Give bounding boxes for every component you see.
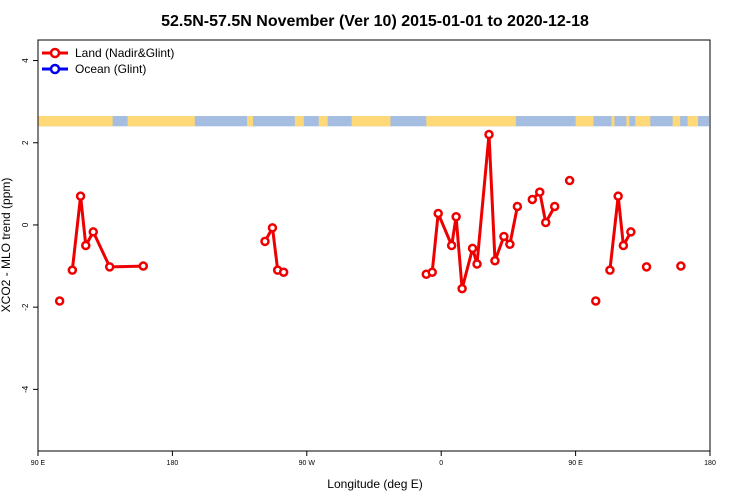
data-point (613, 191, 623, 201)
data-point (591, 296, 601, 306)
data-point (81, 240, 91, 251)
x-tick-label: 90 E (568, 460, 583, 467)
data-point (138, 261, 149, 271)
strip-land-span (127, 116, 146, 127)
series-line-segment (608, 194, 633, 271)
data-point (260, 236, 270, 247)
data-point (512, 201, 523, 212)
data-point (54, 296, 65, 306)
data-point (446, 240, 457, 251)
chart-title: 52.5N-57.5N November (Ver 10) 2015-01-01… (161, 13, 589, 30)
data-point (535, 187, 545, 197)
strip-land-span (611, 116, 615, 127)
data-point (472, 259, 482, 269)
data-point (484, 129, 494, 140)
legend: Land (Nadir&Glint) Ocean (Glint) (42, 46, 174, 76)
data-point (499, 231, 509, 242)
y-tick-label: -4 (21, 385, 30, 393)
x-tick-label: 90 W (299, 460, 316, 467)
strip-land-span (247, 116, 254, 127)
data-point (67, 265, 78, 275)
strip-land-span (626, 116, 630, 127)
y-tick-label: 0 (21, 222, 30, 227)
strip-land-span (672, 116, 681, 127)
strip-land-span (687, 116, 699, 127)
strip-land-span (145, 116, 195, 127)
y-tick-label: -2 (21, 303, 30, 311)
data-point (605, 265, 615, 275)
data-point (88, 227, 99, 237)
strip-land-span (351, 116, 391, 127)
strip-land-span (294, 116, 304, 127)
data-point (527, 194, 538, 205)
data-point (549, 201, 560, 212)
strip-land-span (38, 116, 113, 127)
y-tick-label: 2 (21, 140, 30, 145)
x-tick-label: 180 (704, 460, 716, 467)
land-ocean-strip (38, 116, 709, 127)
data-point (278, 267, 289, 277)
series-layer (54, 129, 686, 306)
data-point (540, 217, 551, 228)
series-line-segment (70, 194, 144, 271)
legend-marker-ocean (49, 63, 61, 75)
x-tick-label: 180 (167, 460, 179, 467)
data-point (490, 255, 500, 266)
legend-marker-land (49, 47, 61, 59)
data-point (104, 262, 115, 272)
strip-land-span (575, 116, 594, 127)
data-point (505, 239, 515, 250)
data-point (564, 175, 575, 186)
data-point (618, 240, 629, 251)
series-line-segment (263, 226, 285, 274)
data-point (676, 261, 686, 271)
data-point (433, 208, 443, 219)
data-point (626, 227, 636, 237)
y-tick-label: 4 (21, 58, 30, 63)
data-point (75, 191, 86, 201)
data-point (457, 283, 467, 294)
strip-land-span (426, 116, 516, 127)
x-axis-label: Longitude (deg E) (327, 477, 422, 491)
legend-label-land: Land (Nadir&Glint) (75, 46, 174, 60)
axis-ticks: 90 E 180 90 W 0 90 E 180 -4 -2 0 2 4 (21, 58, 716, 467)
data-point (267, 223, 278, 233)
series-line-segment (531, 190, 557, 224)
data-point (451, 211, 461, 222)
strip-land-span (635, 116, 651, 127)
x-tick-label: 0 (439, 460, 443, 467)
data-point (427, 267, 437, 277)
legend-label-ocean: Ocean (Glint) (75, 62, 146, 76)
data-point (467, 243, 478, 254)
data-point (641, 262, 652, 272)
x-tick-label: 90 E (31, 460, 46, 467)
strip-land-span (318, 116, 328, 127)
plot-frame (37, 39, 711, 452)
y-axis-label: XCO2 - MLO trend (ppm) (0, 178, 13, 313)
